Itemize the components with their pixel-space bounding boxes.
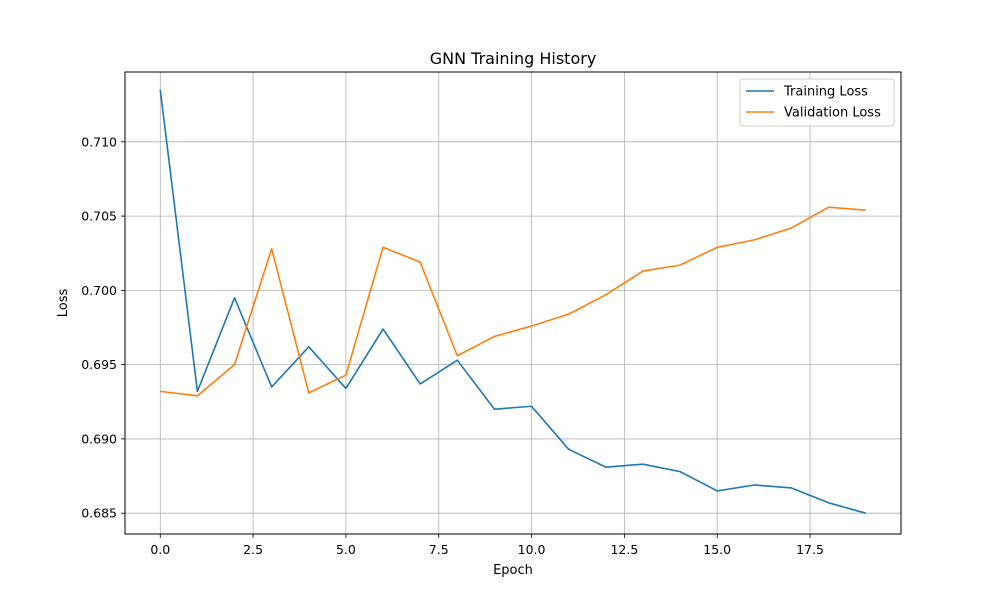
plot-frame [124, 71, 902, 535]
chart-title: GNN Training History [430, 49, 597, 68]
y-axis-label: Loss [56, 289, 71, 318]
y-tick-label: 0.700 [81, 283, 117, 298]
x-tick-label: 17.5 [796, 542, 824, 557]
y-tick-label: 0.690 [81, 431, 117, 446]
legend-label: Validation Loss [784, 106, 881, 121]
y-tick-label: 0.685 [81, 506, 117, 521]
series-line-validation-loss [160, 206, 866, 397]
x-axis-label: Epoch [493, 563, 533, 578]
x-tick-label: 10.0 [518, 542, 546, 557]
legend-box [739, 78, 895, 127]
x-tick-label: 2.5 [243, 542, 263, 557]
y-tick-label: 0.710 [81, 134, 117, 149]
series-layer [159, 89, 866, 514]
x-tick-label: 5.0 [336, 542, 356, 557]
series-line-training-loss [159, 89, 866, 514]
x-tick-label: 12.5 [610, 542, 638, 557]
y-tick-label: 0.705 [81, 209, 117, 224]
legend-label: Training Loss [783, 85, 868, 100]
x-tick-label: 7.5 [429, 542, 449, 557]
y-tick-label: 0.695 [81, 357, 117, 372]
axis-ticks: 0.0 2.5 5.0 7.5 10.0 12.5 15.0 17.5 0.685 0.690 0.… [81, 134, 824, 557]
x-tick-label: 15.0 [703, 542, 731, 557]
x-tick-label: 0.0 [150, 542, 170, 557]
legend: Training Loss Validation Loss [739, 78, 895, 127]
grid [125, 72, 901, 534]
